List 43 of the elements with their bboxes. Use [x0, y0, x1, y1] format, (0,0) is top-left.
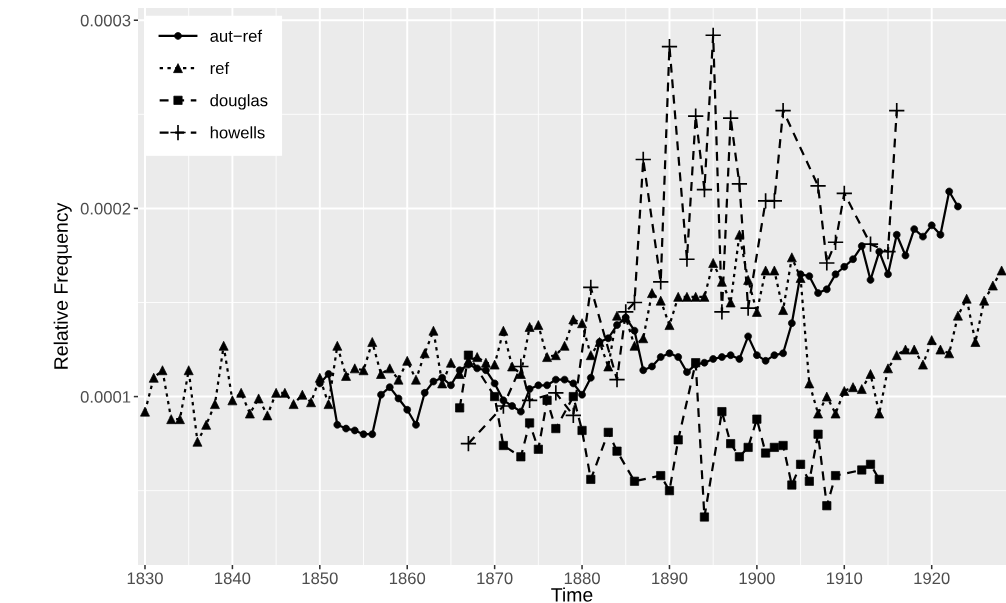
x-tick-label: 1920 — [914, 572, 950, 585]
point — [521, 391, 539, 409]
legend-label: ref — [210, 61, 230, 75]
point — [547, 384, 565, 402]
point — [695, 181, 713, 199]
point — [459, 435, 477, 453]
x-tick-label: 1880 — [564, 572, 600, 585]
point — [835, 184, 853, 202]
point — [687, 107, 705, 125]
point — [704, 26, 722, 44]
point — [739, 299, 757, 317]
y-tick-label: 0.0003 — [80, 14, 131, 27]
x-tick-label: 1860 — [389, 572, 426, 585]
x-tick-label: 1850 — [302, 572, 338, 585]
point — [490, 392, 500, 402]
point — [713, 303, 731, 321]
point — [608, 371, 626, 389]
y-tick-label: 0.0001 — [80, 390, 131, 403]
point — [564, 406, 582, 424]
point — [730, 175, 748, 193]
point — [888, 102, 906, 120]
legend-label: douglas — [210, 94, 268, 110]
point — [862, 235, 879, 253]
x-tick-label: 1840 — [215, 572, 251, 585]
point — [498, 440, 508, 451]
point — [769, 442, 779, 452]
x-tick-label: 1900 — [739, 572, 775, 585]
y-tick-label: 0.0002 — [80, 202, 131, 215]
legend-label: aut−ref — [210, 29, 263, 42]
point — [818, 254, 836, 272]
point — [827, 233, 845, 251]
y-axis-title: Relative Frequency — [53, 202, 72, 369]
x-axis-title: Time — [551, 587, 593, 602]
point — [660, 38, 678, 56]
point — [722, 109, 740, 127]
x-tick-label: 1910 — [827, 572, 863, 585]
point — [774, 102, 792, 120]
x-tick-label: 1830 — [127, 572, 163, 585]
point — [582, 278, 600, 296]
legend-label: howells — [210, 126, 265, 139]
x-tick-label: 1870 — [477, 572, 513, 585]
point — [809, 177, 827, 195]
x-tick-label: 1890 — [652, 572, 688, 585]
